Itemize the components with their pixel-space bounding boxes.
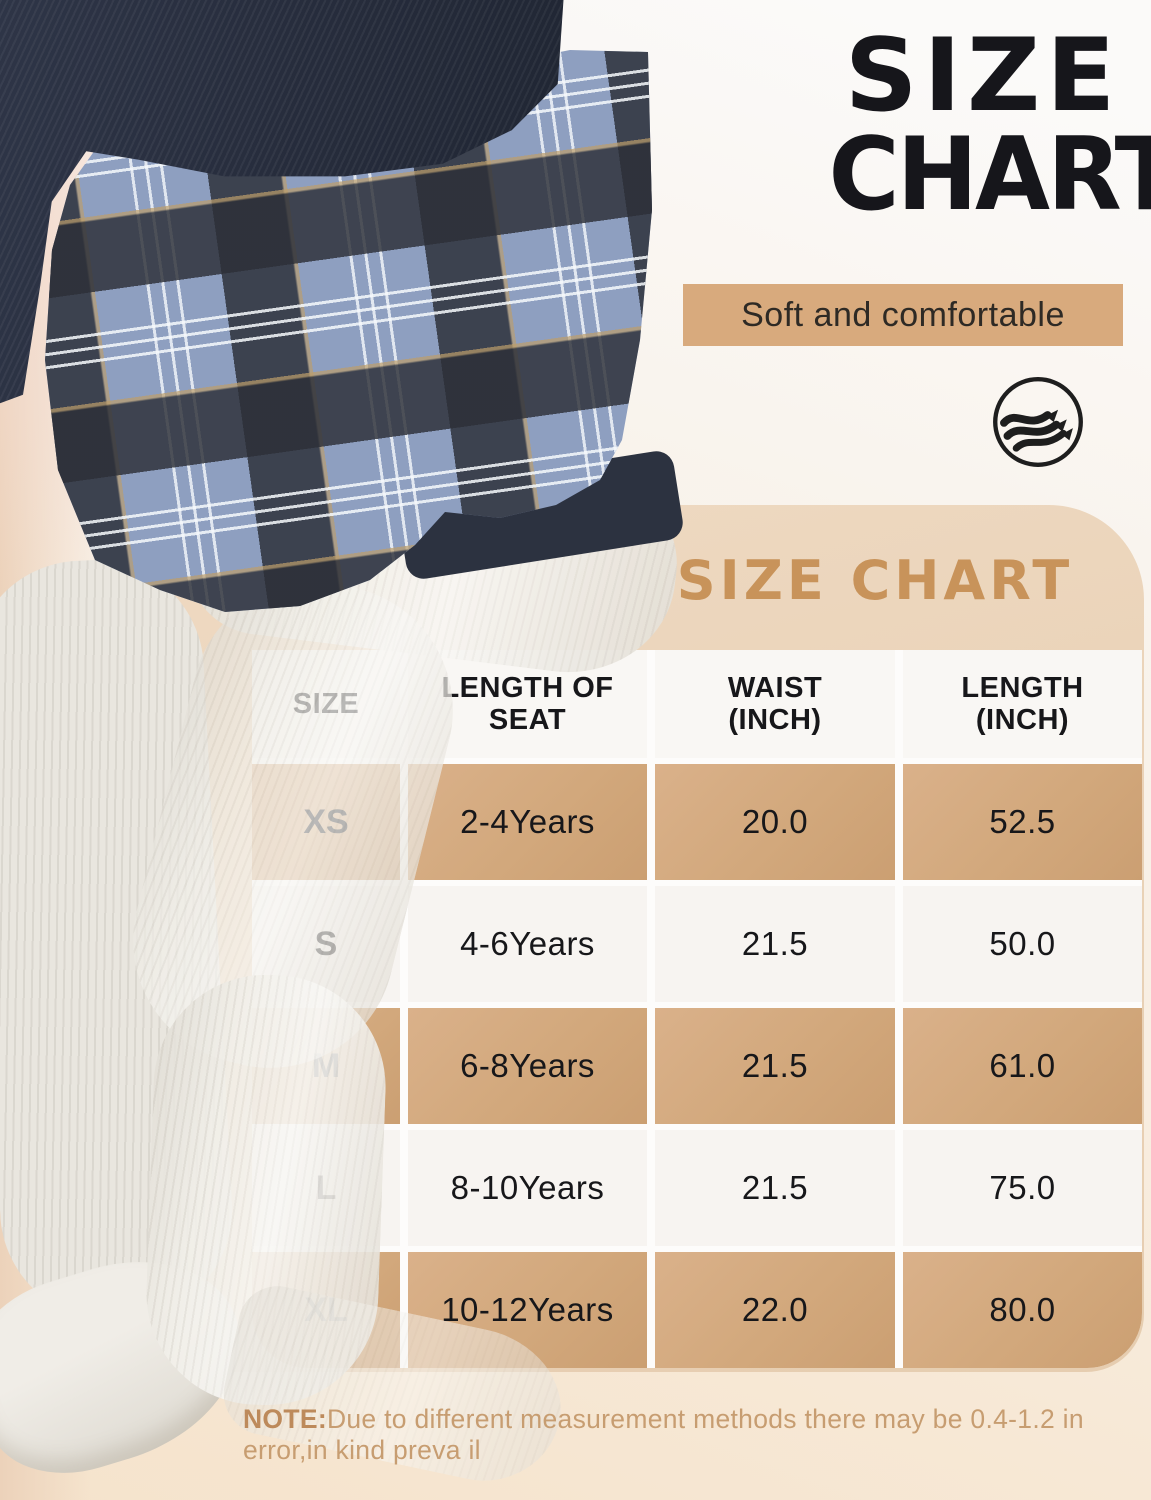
cell-length-xs: 52.5 <box>903 764 1142 880</box>
col-header-waist: WAIST (INCH) <box>655 650 895 758</box>
page-title: SIZE CHART <box>822 16 1151 233</box>
cell-seat-xs: 2-4Years <box>408 764 647 880</box>
note-label: NOTE: <box>243 1404 327 1434</box>
cell-length-m: 61.0 <box>903 1008 1142 1124</box>
cell-seat-l: 8-10Years <box>408 1130 647 1246</box>
cell-waist-xl: 22.0 <box>655 1252 895 1368</box>
breathable-airflow-icon <box>990 374 1086 470</box>
cell-waist-s: 21.5 <box>655 886 895 1002</box>
cell-waist-m: 21.5 <box>655 1008 895 1124</box>
cell-seat-m: 6-8Years <box>408 1008 647 1124</box>
cell-length-xl: 80.0 <box>903 1252 1142 1368</box>
cell-length-l: 75.0 <box>903 1130 1142 1246</box>
panel-heading: SIZE CHART <box>676 549 1074 612</box>
page-title-line2: CHART <box>828 114 1151 233</box>
col-header-length: LENGTH (INCH) <box>903 650 1142 758</box>
measurement-note: NOTE:Due to different measurement method… <box>243 1404 1143 1466</box>
col-header-length-of-seat-label: LENGTH OF SEAT <box>441 671 614 736</box>
cell-length-s: 50.0 <box>903 886 1142 1002</box>
cell-seat-s: 4-6Years <box>408 886 647 1002</box>
col-header-waist-label: WAIST (INCH) <box>727 671 823 736</box>
tagline-band: Soft and comfortable <box>683 284 1123 346</box>
cell-waist-l: 21.5 <box>655 1130 895 1246</box>
tagline-text: Soft and comfortable <box>741 295 1065 334</box>
cell-waist-xs: 20.0 <box>655 764 895 880</box>
page-title-line1: SIZE <box>844 16 1122 134</box>
col-header-length-label: LENGTH (INCH) <box>961 671 1084 736</box>
note-text: Due to different measurement methods the… <box>243 1404 1084 1465</box>
